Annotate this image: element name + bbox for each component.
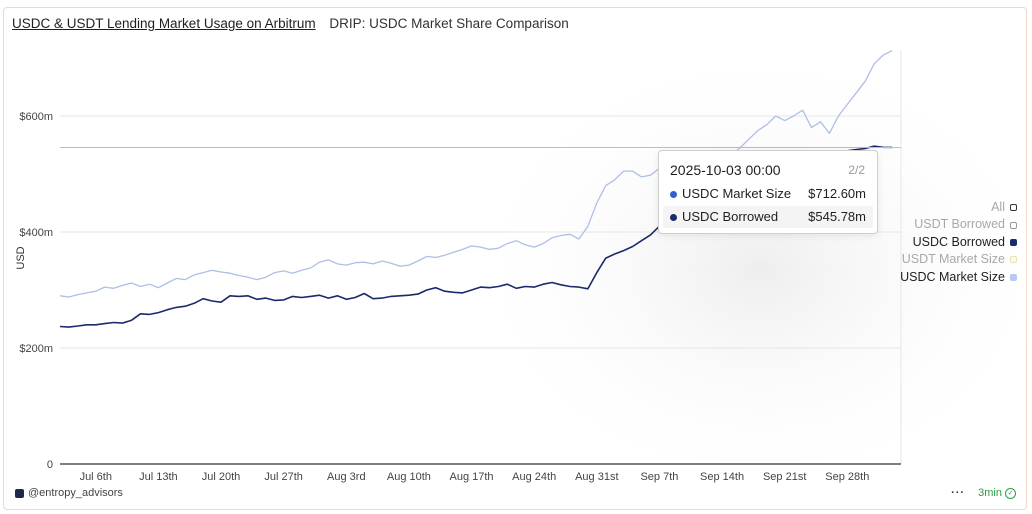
series-color-dot: [670, 190, 677, 198]
x-tick-label: Sep 21st: [763, 471, 806, 483]
series-line-usdc-market-size[interactable]: [59, 50, 893, 298]
background-glow: [460, 40, 1032, 500]
more-options-icon[interactable]: ···: [951, 487, 966, 499]
author-avatar-icon: [15, 488, 24, 498]
y-tick-label: $400m: [19, 227, 53, 239]
y-axis-title: USD: [15, 246, 27, 269]
tooltip-page-indicator[interactable]: 2/2: [848, 163, 865, 177]
legend-swatch: [1010, 273, 1017, 281]
check-circle-icon: ✓: [1005, 487, 1016, 499]
hover-tooltip: 2025-10-03 00:00 2/2 USDC Market Size $7…: [658, 150, 878, 234]
x-tick-label: Aug 24th: [512, 471, 556, 483]
x-tick-label: Jul 20th: [202, 471, 241, 483]
tooltip-series-label: USDC Market Size: [682, 186, 792, 201]
tooltip-row-usdc-market-size: USDC Market Size $712.60m: [663, 183, 873, 205]
chart-legend: All USDT Borrowed USDC Borrowed USDT Market…: [900, 199, 1017, 286]
legend-swatch: [1010, 221, 1017, 229]
legend-label: USDC Market Size: [900, 269, 1005, 284]
y-tick-label: $600m: [19, 111, 53, 123]
tooltip-series-value: $712.60m: [808, 186, 866, 201]
y-tick-label: $200m: [19, 343, 53, 355]
dashboard-title-link[interactable]: USDC & USDT Lending Market Usage on Arbi…: [12, 16, 316, 31]
legend-item-usdc-market-size[interactable]: USDC Market Size: [900, 269, 1017, 286]
y-tick-label: 0: [47, 459, 53, 471]
x-tick-label: Aug 17th: [450, 471, 494, 483]
tooltip-series-value: $545.78m: [808, 209, 866, 224]
chart-header: USDC & USDT Lending Market Usage on Arbi…: [12, 16, 569, 31]
chart-title: DRIP: USDC Market Share Comparison: [329, 16, 569, 31]
legend-item-all[interactable]: All: [900, 199, 1017, 216]
tooltip-row-usdc-borrowed: USDC Borrowed $545.78m: [663, 206, 873, 228]
legend-item-usdt-borrowed[interactable]: USDT Borrowed: [900, 216, 1017, 233]
tooltip-series-label: USDC Borrowed: [682, 209, 779, 224]
tooltip-date: 2025-10-03 00:00: [670, 162, 781, 178]
data-freshness: 3min: [978, 487, 1002, 499]
x-tick-label: Sep 28th: [825, 471, 869, 483]
legend-label: All: [991, 200, 1005, 214]
legend-swatch: [1010, 238, 1017, 246]
author-handle: @entropy_advisors: [28, 487, 123, 499]
legend-item-usdc-borrowed[interactable]: USDC Borrowed: [900, 234, 1017, 251]
x-tick-label: Jul 13th: [139, 471, 178, 483]
x-tick-label: Aug 3rd: [327, 471, 366, 483]
legend-item-usdt-market-size[interactable]: USDT Market Size: [900, 251, 1017, 268]
x-tick-label: Jul 6th: [80, 471, 112, 483]
x-tick-label: Sep 14th: [700, 471, 744, 483]
legend-swatch: [1010, 204, 1017, 212]
legend-label: USDT Borrowed: [914, 217, 1005, 232]
x-tick-label: Jul 27th: [264, 471, 303, 483]
x-tick-label: Aug 31st: [575, 471, 618, 483]
series-color-dot: [670, 213, 677, 221]
footer-actions: ··· 3min ✓: [951, 487, 1016, 499]
x-tick-label: Sep 7th: [640, 471, 678, 483]
legend-label: USDC Borrowed: [912, 234, 1005, 249]
author-attribution[interactable]: @entropy_advisors: [15, 487, 123, 499]
legend-swatch: [1010, 256, 1017, 264]
legend-label: USDT Market Size: [901, 252, 1005, 267]
x-tick-label: Aug 10th: [387, 471, 431, 483]
